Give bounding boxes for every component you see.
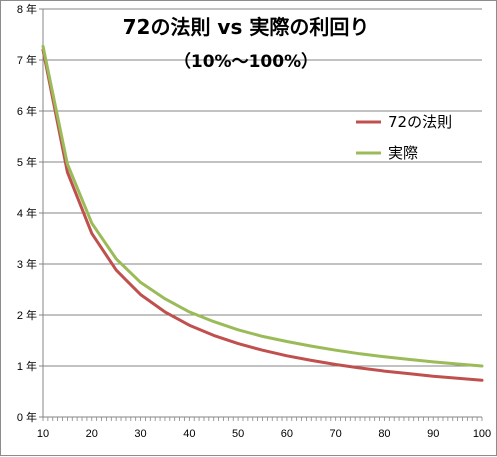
legend-label-72-rule: 72の法則 bbox=[388, 113, 452, 131]
legend: 72の法則 実際 bbox=[356, 113, 452, 162]
x-tick-label: 80 bbox=[378, 428, 390, 440]
y-tick-label: 2 年 bbox=[17, 308, 37, 322]
legend-item-72-rule: 72の法則 bbox=[356, 113, 452, 131]
tick-marks bbox=[39, 8, 483, 421]
legend-item-actual: 実際 bbox=[356, 144, 418, 162]
x-tick-label: 30 bbox=[134, 428, 146, 440]
series-line-72-rule bbox=[41, 48, 484, 382]
y-tick-label: 0 年 bbox=[17, 410, 37, 424]
y-tick-label: 7 年 bbox=[17, 53, 37, 67]
legend-label-actual: 実際 bbox=[388, 144, 418, 162]
x-tick-label: 100 bbox=[473, 428, 491, 440]
x-tick-label: 20 bbox=[86, 428, 98, 440]
series-lines bbox=[41, 44, 484, 382]
x-tick-labels: 10 20 30 40 50 60 70 80 90 100 bbox=[37, 428, 491, 440]
y-tick-label: 4 年 bbox=[17, 206, 37, 220]
x-tick-label: 90 bbox=[427, 428, 439, 440]
gridlines bbox=[43, 8, 482, 367]
y-tick-label: 1 年 bbox=[17, 359, 37, 373]
y-tick-label: 5 年 bbox=[17, 155, 37, 169]
chart-subtitle: （10%～100%） bbox=[174, 51, 318, 72]
y-tick-label: 3 年 bbox=[17, 257, 37, 271]
x-tick-label: 40 bbox=[183, 428, 195, 440]
series-line-actual bbox=[41, 44, 484, 368]
y-tick-labels: 0 年 1 年 2 年 3 年 4 年 5 年 6 年 7 年 8 年 bbox=[17, 2, 37, 424]
x-tick-label: 70 bbox=[330, 428, 342, 440]
x-tick-label: 60 bbox=[281, 428, 293, 440]
x-tick-label: 10 bbox=[37, 428, 49, 440]
y-tick-label: 6 年 bbox=[17, 104, 37, 118]
chart-title: 72の法則 vs 実際の利回り bbox=[123, 15, 370, 39]
x-tick-label: 50 bbox=[232, 428, 244, 440]
y-tick-label: 8 年 bbox=[17, 2, 37, 16]
